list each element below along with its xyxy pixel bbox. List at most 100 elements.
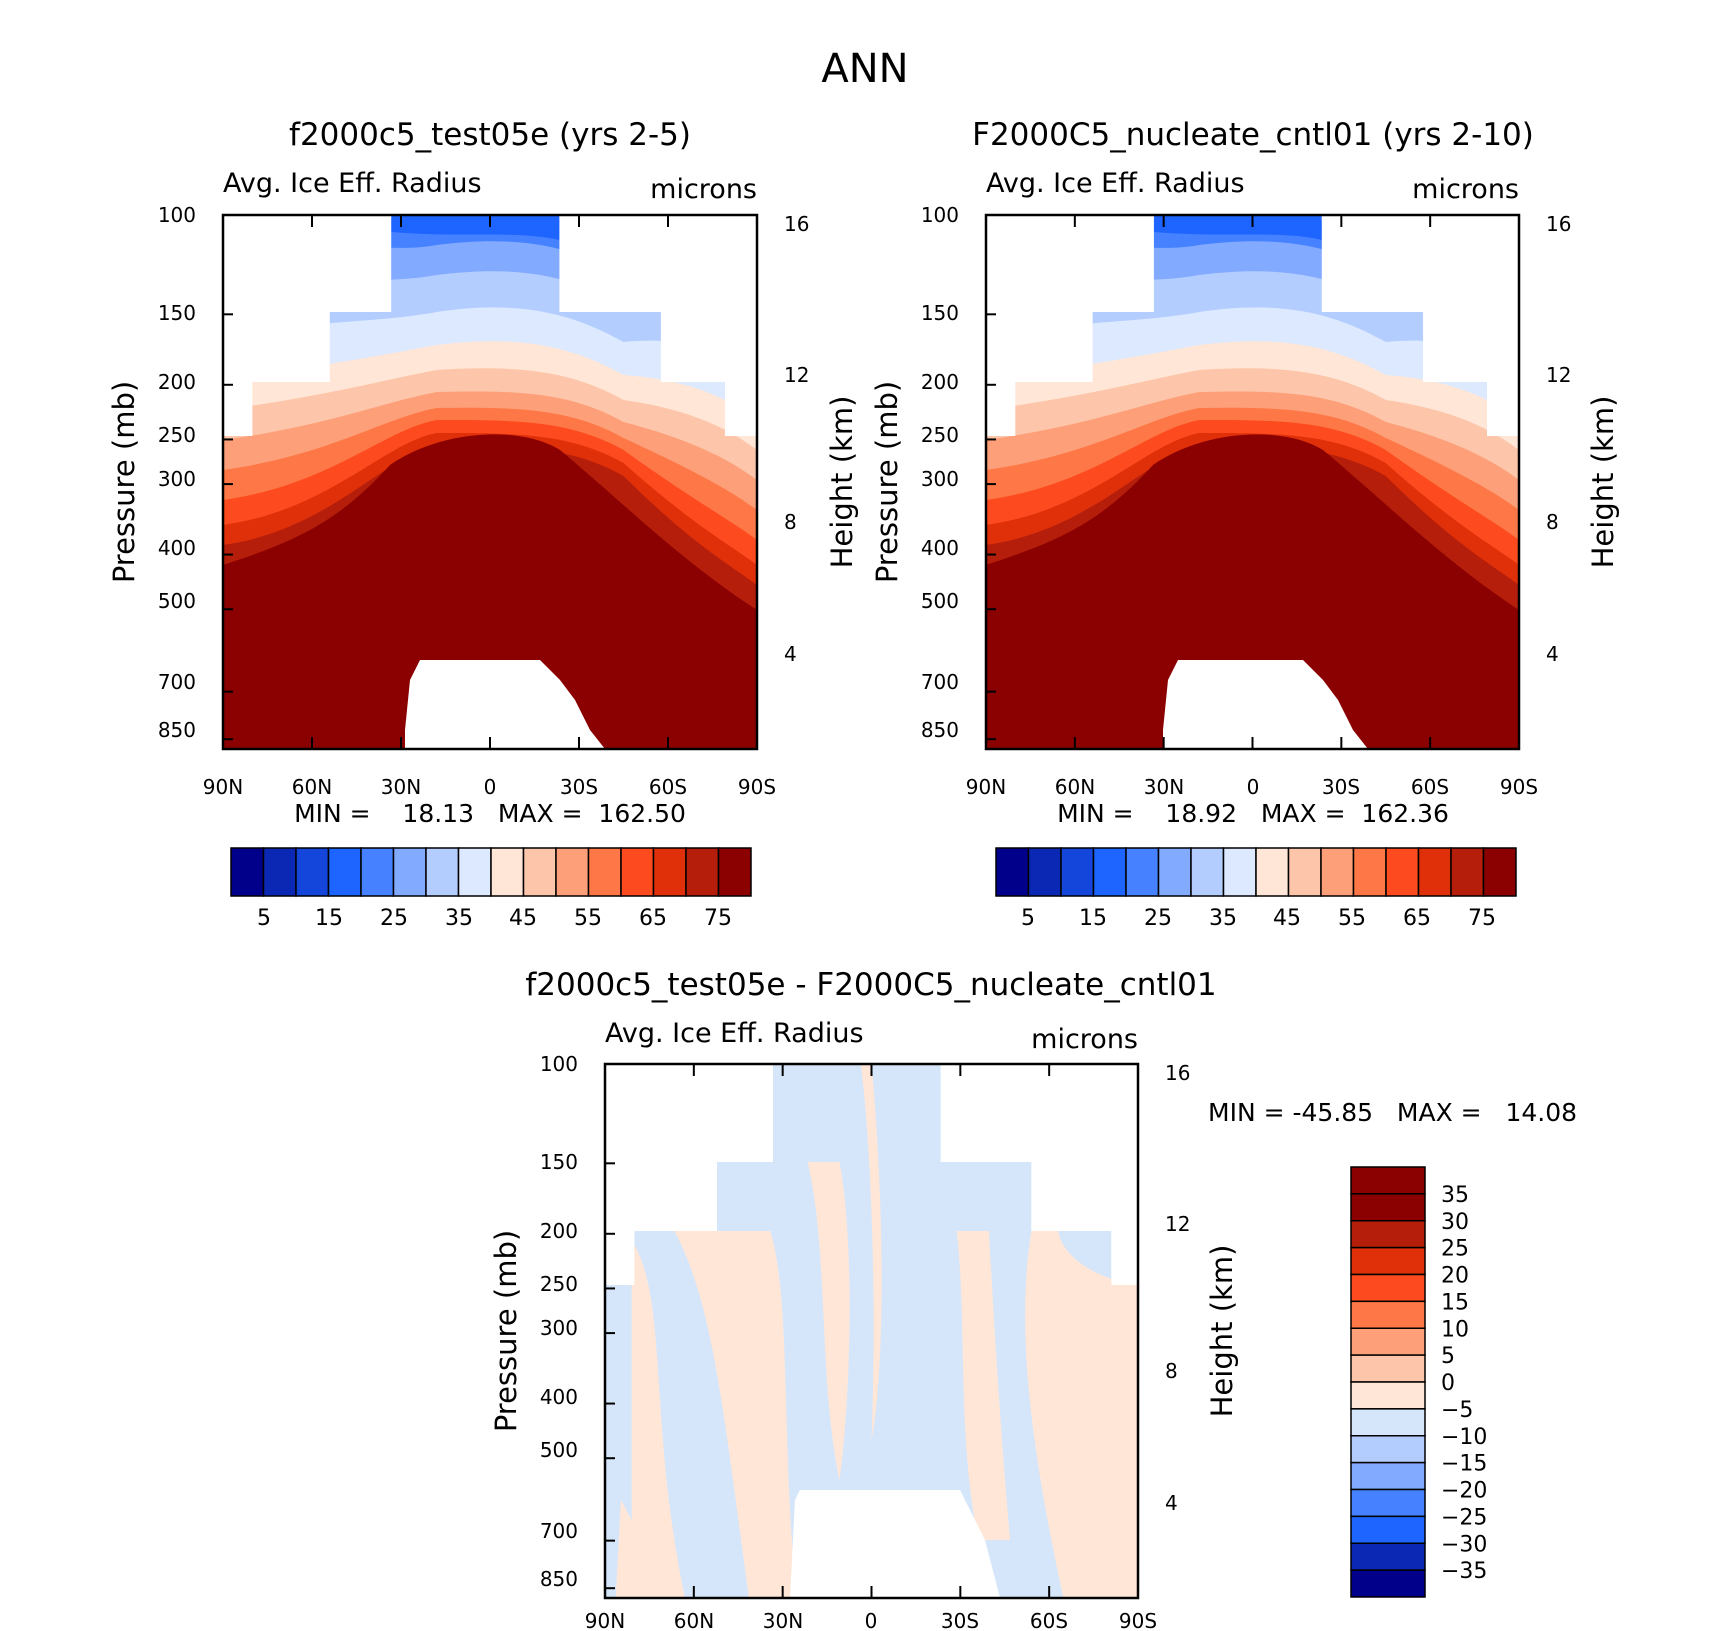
panel-3-xtick: 90N — [585, 1609, 625, 1631]
panel-1-missing-data-mask — [223, 215, 392, 312]
panel-1-y2tick: 16 — [784, 212, 809, 236]
panel-1-ytick: 300 — [158, 467, 196, 491]
panel-3-colorbar-cell — [1350, 1408, 1426, 1437]
panel-1-missing-data-mask — [724, 382, 757, 436]
panel-3: f2000c5_test05e - F2000C5_nucleate_cntl0… — [489, 967, 1577, 1631]
panel-1-title: f2000c5_test05e (yrs 2-5) — [289, 117, 691, 153]
panel-1-band-dark-red — [223, 434, 757, 749]
panel-1-cbar-label: 45 — [509, 906, 537, 931]
panel-2-missing-data-mask — [1321, 215, 1519, 312]
panel-3-ytick: 150 — [540, 1150, 578, 1174]
panel-2-colorbar-cell — [1060, 847, 1095, 897]
panel-1-x-ticks: 90N 60N 30N 0 30S 60S 90S — [203, 775, 776, 799]
panel-1-xtick: 90S — [738, 775, 776, 799]
panel-3-contour-band — [674, 1231, 797, 1598]
panel-3-low-topo-mask — [790, 1490, 1000, 1598]
panel-2-y2tick: 4 — [1546, 642, 1559, 666]
panel-1-cbar-label: 65 — [639, 906, 667, 931]
panel-1-colorbar-cell — [360, 847, 395, 897]
panel-2-x-ticks: 90N 60N 30N 0 30S 60S 90S — [966, 775, 1538, 799]
panel-2-xtick: 90S — [1500, 775, 1538, 799]
panel-3-cbar-label: −10 — [1441, 1425, 1487, 1450]
panel-3-missing-data-mask — [940, 1064, 1138, 1162]
panel-1-colorbar-cell — [555, 847, 590, 897]
panel-1-xtick: 90N — [203, 775, 243, 799]
panel-3-colorbar-cell — [1350, 1300, 1426, 1329]
panel-3-cbar-label: 20 — [1441, 1264, 1469, 1289]
panel-1-colorbar-cell — [262, 847, 297, 897]
panel-1-cbar-label: 25 — [380, 906, 408, 931]
panel-2-y2label: Height (km) — [1586, 396, 1620, 569]
panel-2-y2tick: 16 — [1546, 212, 1571, 236]
panel-3-stats: MIN = -45.85 MAX = 14.08 — [1208, 1098, 1577, 1127]
panel-2-ytick: 850 — [921, 718, 959, 742]
panel-1-cbar-label: 75 — [704, 906, 732, 931]
panel-1-colorbar-cell — [717, 847, 752, 897]
panel-3-xtick: 60N — [674, 1609, 714, 1631]
panel-1: f2000c5_test05e (yrs 2-5) Avg. Ice Eff. … — [107, 117, 859, 931]
panel-3-y2tick: 4 — [1165, 1491, 1178, 1515]
panel-1-ytick: 250 — [158, 423, 196, 447]
panel-2-ylabel: Pressure (mb) — [870, 381, 904, 583]
panel-3-contour-band — [615, 1500, 659, 1598]
panel-1-colorbar-cell — [490, 847, 525, 897]
panel-2-cbar-label: 75 — [1468, 906, 1496, 931]
panel-1-low-topo-mask — [405, 660, 605, 749]
panel-2-y-ticks: 100 150 200 250 300 400 500 700 850 — [921, 203, 959, 742]
panel-2-cbar-label: 65 — [1403, 906, 1431, 931]
panel-3-colorbar-cell — [1350, 1515, 1426, 1544]
panel-1-colorbar-cell — [295, 847, 330, 897]
panel-2-colorbar-cell — [1385, 847, 1420, 897]
panel-2-missing-data-mask — [1487, 382, 1519, 436]
panel-2-xtick: 60N — [1055, 775, 1095, 799]
panel-3-contour-band — [956, 1231, 1011, 1540]
panel-3-missing-data-mask — [605, 1162, 717, 1231]
panel-1-plot-area — [223, 215, 757, 749]
panel-3-units-label: microns — [1031, 1024, 1138, 1055]
panel-3-cbar-label: 10 — [1441, 1317, 1469, 1342]
panel-2-colorbar-cell — [1222, 847, 1257, 897]
panel-3-colorbar-cell — [1350, 1193, 1426, 1222]
figure-title: ANN — [821, 46, 908, 92]
panel-3-colorbar-cells — [1350, 1166, 1426, 1598]
panel-3-colorbar-cell — [1350, 1381, 1426, 1410]
panel-3-missing-data-mask — [1031, 1162, 1138, 1231]
panel-3-contour-band — [631, 1240, 685, 1598]
panel-2-colorbar-cell — [1190, 847, 1225, 897]
panel-2-stats: MIN = 18.92 MAX = 162.36 — [1057, 799, 1449, 828]
panel-1-ytick: 150 — [158, 301, 196, 325]
panel-2-colorbar-cell — [1125, 847, 1160, 897]
panel-1-missing-data-mask — [559, 215, 757, 312]
panel-1-units-label: microns — [650, 174, 757, 205]
panel-3-contour-band — [860, 1064, 882, 1440]
panel-3-cbar-label: 35 — [1441, 1183, 1469, 1208]
panel-1-xtick: 60N — [292, 775, 332, 799]
panel-3-y2tick: 16 — [1165, 1061, 1190, 1085]
panel-1-xtick: 0 — [484, 775, 497, 799]
panel-3-y-ticks: 100 150 200 250 300 400 500 700 850 — [540, 1052, 578, 1591]
panel-2-colorbar-cell — [1320, 847, 1355, 897]
panel-3-y2-ticks: 16 12 8 4 — [1165, 1061, 1190, 1515]
panel-1-ytick: 700 — [158, 670, 196, 694]
panel-3-cbar-label: −30 — [1441, 1532, 1487, 1557]
panel-3-axes — [603, 1062, 1140, 1600]
panel-3-colorbar-cell — [1350, 1166, 1426, 1195]
panel-2-missing-data-mask — [986, 312, 1093, 382]
panel-2-xtick: 0 — [1247, 775, 1260, 799]
panel-2: F2000C5_nucleate_cntl01 (yrs 2-10) Avg. … — [870, 117, 1620, 931]
panel-1-ytick: 200 — [158, 370, 196, 394]
panel-2-low-topo-mask — [1163, 660, 1368, 749]
panel-3-ytick: 100 — [540, 1052, 578, 1076]
panel-2-cbar-label: 55 — [1338, 906, 1366, 931]
panel-1-missing-data-mask — [660, 312, 757, 382]
panel-1-y2-ticks: 16 12 8 4 — [784, 212, 809, 666]
panel-2-colorbar-labels: 5 15 25 35 45 55 65 75 — [1021, 906, 1496, 931]
panel-1-variable-label: Avg. Ice Eff. Radius — [223, 168, 482, 199]
panel-2-colorbar-cell — [1450, 847, 1485, 897]
panel-3-plot-area — [605, 1064, 1138, 1598]
panel-3-ytick: 700 — [540, 1519, 578, 1543]
panel-1-cbar-label: 35 — [445, 906, 473, 931]
panel-1-ytick: 400 — [158, 536, 196, 560]
